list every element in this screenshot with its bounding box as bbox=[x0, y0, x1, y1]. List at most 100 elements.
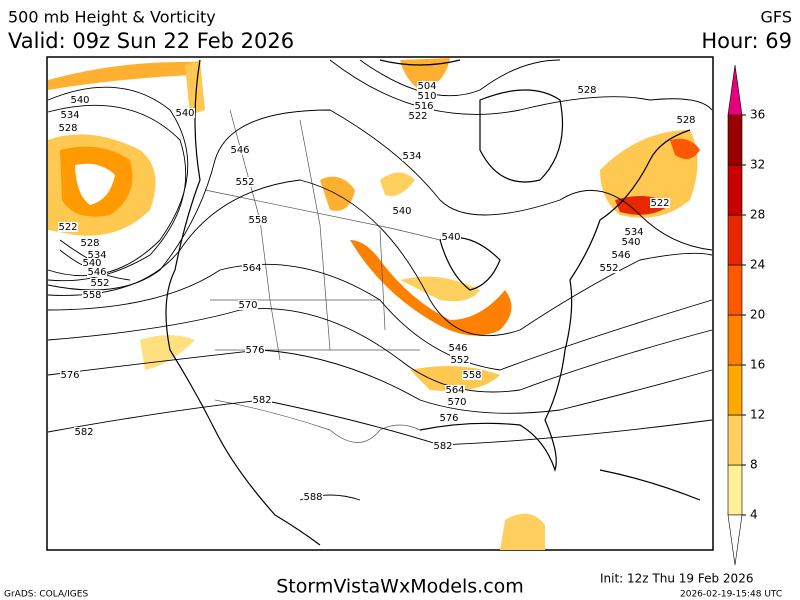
colorbar-tick-label: 16 bbox=[750, 358, 765, 372]
contour-label-bg bbox=[417, 81, 437, 91]
colorbar: 4 8 12 16 20 24 28 32 36 bbox=[727, 64, 765, 566]
contour-label: 522 bbox=[58, 222, 77, 233]
contour-label-bg bbox=[60, 370, 80, 380]
map-frame bbox=[46, 56, 714, 551]
contour-labels: 5405345285225285345405465525585405465525… bbox=[58, 81, 696, 503]
contour-label-bg bbox=[676, 115, 696, 125]
contour-label: 576 bbox=[245, 345, 264, 356]
contour-label: 522 bbox=[650, 198, 669, 209]
contour-label-bg bbox=[392, 206, 412, 216]
contour-label-bg bbox=[402, 151, 422, 161]
contour-label: 552 bbox=[235, 177, 254, 188]
init-time: Init: 12z Thu 19 Feb 2026 bbox=[600, 572, 753, 586]
timestamp: 2026-02-19-15:48 UTC bbox=[680, 590, 782, 600]
contour-label-bg bbox=[447, 397, 467, 407]
colorbar-tick-label: 24 bbox=[750, 258, 765, 272]
forecast-hour: Hour: 69 bbox=[701, 29, 792, 53]
colorbar-tick-label: 32 bbox=[750, 158, 765, 172]
borders bbox=[204, 109, 441, 443]
contour-label: 534 bbox=[60, 110, 79, 121]
contour-label: 582 bbox=[252, 395, 271, 406]
contour-label: 546 bbox=[230, 145, 249, 156]
contour-label-bg bbox=[74, 427, 94, 437]
contour-label: 510 bbox=[417, 91, 436, 102]
contour-label-bg bbox=[175, 108, 195, 118]
contour-label-bg bbox=[462, 370, 482, 380]
colorbar-tick-label: 28 bbox=[750, 208, 765, 222]
height-contours bbox=[47, 59, 713, 501]
contour-label-bg bbox=[441, 232, 461, 242]
contour-label-bg bbox=[577, 85, 597, 95]
contour-label: 546 bbox=[611, 250, 630, 261]
contour-label-bg bbox=[230, 145, 250, 155]
contour-label: 528 bbox=[58, 123, 77, 134]
colorbar-tick-label: 4 bbox=[750, 508, 758, 522]
colorbar-over bbox=[727, 64, 743, 116]
contour-label-bg bbox=[242, 263, 262, 273]
contour-label: 540 bbox=[441, 232, 460, 243]
colorbar-tick-label: 36 bbox=[750, 108, 765, 122]
contour-label-bg bbox=[87, 250, 107, 260]
contour-label-bg bbox=[252, 395, 272, 405]
contour-label: 546 bbox=[448, 343, 467, 354]
contour-label: 534 bbox=[402, 151, 421, 162]
colorbar-bin bbox=[727, 164, 743, 216]
contour-label-bg bbox=[82, 258, 102, 268]
colorbar-tick-label: 8 bbox=[750, 458, 758, 472]
contour-label: 564 bbox=[242, 263, 261, 274]
model: GFS bbox=[761, 8, 792, 27]
contour-label-bg bbox=[408, 111, 428, 121]
contour-label-bg bbox=[621, 237, 641, 247]
credit: GrADS: COLA/IGES bbox=[4, 590, 88, 600]
contour-label: 570 bbox=[447, 397, 466, 408]
contour-label-bg bbox=[70, 95, 90, 105]
contour-label-bg bbox=[58, 222, 78, 232]
contour-label-bg bbox=[235, 177, 255, 187]
contour-label-bg bbox=[450, 355, 470, 365]
contour-label: 540 bbox=[70, 95, 89, 106]
contour-label: 534 bbox=[624, 227, 643, 238]
contour-label: 528 bbox=[80, 238, 99, 249]
valid-time: Valid: 09z Sun 22 Feb 2026 bbox=[8, 29, 294, 53]
contour-label-bg bbox=[624, 227, 644, 237]
contour-label: 522 bbox=[408, 111, 427, 122]
contour-label: 504 bbox=[417, 81, 436, 92]
contour-label: 558 bbox=[82, 290, 101, 301]
contour-label-bg bbox=[417, 91, 437, 101]
colorbar-bin bbox=[727, 314, 743, 366]
contour-label: 570 bbox=[238, 300, 257, 311]
contour-label-bg bbox=[82, 290, 102, 300]
contour-label-bg bbox=[433, 441, 453, 451]
colorbar-bin bbox=[727, 214, 743, 266]
contour-label-bg bbox=[650, 198, 670, 208]
contour-label: 540 bbox=[82, 258, 101, 269]
contour-label-bg bbox=[611, 250, 631, 260]
contour-label-bg bbox=[445, 385, 465, 395]
contour-label-bg bbox=[60, 110, 80, 120]
contour-label: 552 bbox=[599, 263, 618, 274]
contour-label: 576 bbox=[439, 413, 458, 424]
contour-label-bg bbox=[238, 300, 258, 310]
contour-label: 582 bbox=[74, 427, 93, 438]
contour-label-bg bbox=[245, 345, 265, 355]
colorbar-bin bbox=[727, 414, 743, 466]
contour-label: 582 bbox=[433, 441, 452, 452]
colorbar-tick-label: 20 bbox=[750, 308, 765, 322]
colorbar-bin bbox=[727, 264, 743, 316]
contour-label: 534 bbox=[87, 250, 106, 261]
contour-label: 558 bbox=[462, 370, 481, 381]
contour-label-bg bbox=[599, 263, 619, 273]
contour-label-bg bbox=[439, 413, 459, 423]
contour-label: 546 bbox=[87, 267, 106, 278]
colorbar-tick-label: 12 bbox=[750, 408, 765, 422]
coastlines bbox=[165, 59, 701, 546]
contour-label: 564 bbox=[445, 385, 464, 396]
title: 500 mb Height & Vorticity bbox=[8, 8, 216, 27]
contour-label: 576 bbox=[60, 370, 79, 381]
contour-label-bg bbox=[80, 238, 100, 248]
contour-label: 528 bbox=[676, 115, 695, 126]
colorbar-under bbox=[727, 514, 743, 566]
contour-label: 588 bbox=[303, 492, 322, 503]
contour-label-bg bbox=[414, 101, 434, 111]
